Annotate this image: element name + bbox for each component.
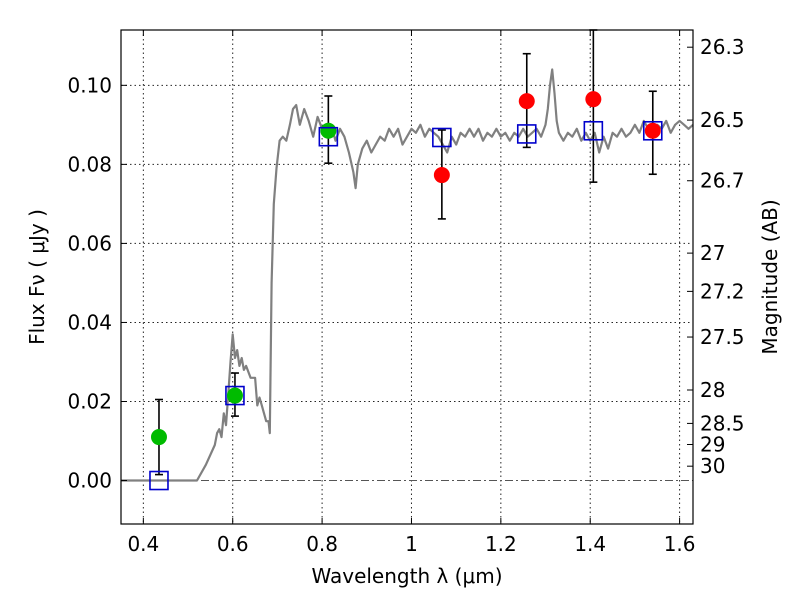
right-tick-label: 26.5 — [700, 108, 745, 132]
model-point-square — [583, 120, 604, 141]
x-tick-label: 0.6 — [217, 532, 249, 556]
model-spectrum-layer — [121, 68, 694, 482]
data-point-circle — [150, 429, 167, 446]
y-tick-label: 0.02 — [67, 389, 112, 413]
right-tick-label: 27.5 — [700, 325, 745, 349]
model-point-square — [432, 127, 452, 148]
data-point-circle — [585, 91, 602, 108]
model-spectrum-line — [121, 68, 694, 482]
right-tick-label: 28 — [700, 378, 725, 402]
model-point-square — [225, 385, 245, 406]
right-tick-label: 27.2 — [700, 279, 745, 303]
right-tick-label: 29 — [700, 432, 725, 456]
x-tick-label: 0.8 — [306, 532, 338, 556]
x-axis-title: Wavelength λ (μm) — [311, 564, 502, 588]
right-axis-title: Magnitude (AB) — [758, 199, 782, 354]
right-tick-label: 27 — [700, 241, 725, 265]
y-axis-title: Flux Fν ( μJy ) — [25, 209, 49, 345]
right-tick-label: 26.3 — [700, 35, 745, 59]
data-point-circle — [433, 167, 450, 184]
data-point-circle — [226, 387, 243, 404]
y-tick-label: 0.10 — [67, 73, 112, 97]
y-tick-label: 0.06 — [67, 231, 112, 255]
data-point-circle — [644, 122, 661, 139]
y-tick-label: 0.00 — [67, 469, 112, 493]
right-tick-label: 30 — [700, 454, 725, 478]
x-tick-label: 1.4 — [574, 532, 606, 556]
tick-layer: 0.4 0.6 0.8 1 1.2 1.4 1.6 0.00 0.02 0.04 0.06 0.08 0… — [67, 30, 745, 556]
grid-layer — [121, 30, 693, 524]
right-tick-label: 26.7 — [700, 169, 745, 193]
model-point-square — [516, 124, 537, 144]
model-point-square — [149, 470, 169, 491]
y-tick-label: 0.08 — [67, 152, 112, 176]
marker-layer — [149, 29, 663, 491]
data-point-circle — [518, 93, 535, 110]
x-tick-label: 0.4 — [127, 532, 159, 556]
model-point-square — [642, 120, 663, 141]
y-tick-label: 0.04 — [67, 310, 112, 334]
x-tick-label: 1.2 — [485, 532, 517, 556]
plot-frame — [120, 29, 694, 525]
right-tick-label: 28.5 — [700, 411, 745, 435]
x-tick-label: 1 — [405, 532, 418, 556]
data-point-circle — [320, 122, 337, 139]
model-point-square — [318, 126, 339, 147]
x-tick-label: 1.6 — [664, 532, 696, 556]
